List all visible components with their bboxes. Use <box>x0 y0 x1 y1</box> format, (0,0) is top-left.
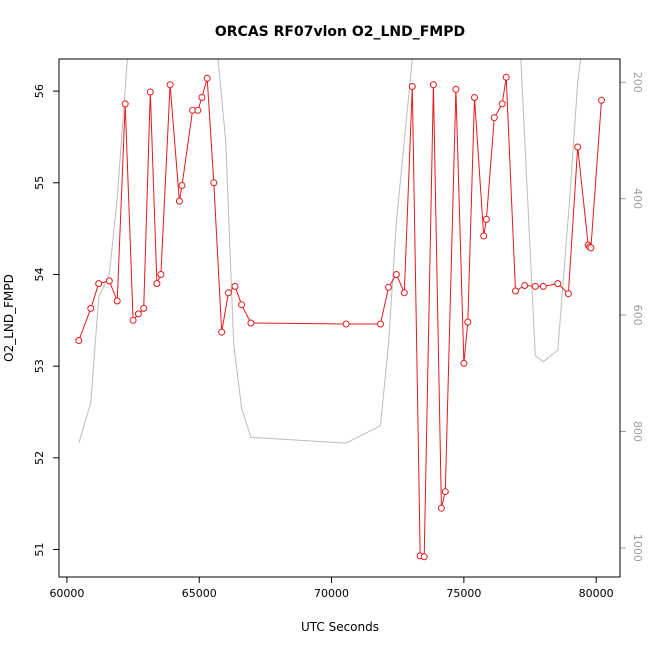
plot-frame <box>58 58 621 578</box>
data-point <box>554 280 562 288</box>
data-point <box>502 73 510 81</box>
y-tick-label: 53 <box>33 359 46 373</box>
plot-area <box>75 59 605 561</box>
data-point <box>498 100 506 108</box>
data-point <box>198 94 206 101</box>
primary-series-line <box>78 77 602 558</box>
data-point <box>452 85 460 93</box>
x-axis-label: UTC Seconds <box>301 620 379 634</box>
data-point <box>342 320 350 328</box>
y-tick-label: 55 <box>33 176 46 190</box>
data-point <box>203 74 211 82</box>
chart-title: ORCAS RF07vlon O2_LND_FMPD <box>215 24 465 40</box>
primary-series-points <box>75 73 605 561</box>
data-point <box>408 83 416 90</box>
data-point <box>598 96 605 104</box>
data-point <box>224 289 232 297</box>
data-point <box>482 215 490 223</box>
y-tick-label: 52 <box>33 451 46 465</box>
data-point <box>175 197 183 205</box>
x-tick-label: 75000 <box>446 587 481 600</box>
data-point <box>392 271 400 278</box>
data-point <box>121 100 129 108</box>
y-axis: 51 52 53 54 55 56 <box>33 84 59 556</box>
data-point <box>210 179 218 187</box>
data-point <box>113 297 121 305</box>
secondary-y-axis: 200 400 600 800 1000 <box>620 72 644 562</box>
secondary-y-tick-label: 400 <box>631 188 644 209</box>
data-point <box>400 289 408 297</box>
y-axis-label: O2_LND_FMPD <box>2 274 16 362</box>
data-point <box>105 277 113 285</box>
secondary-y-tick-label: 600 <box>631 305 644 326</box>
x-tick-label: 80000 <box>579 587 614 600</box>
data-point <box>437 504 445 512</box>
data-point <box>87 304 95 312</box>
data-point <box>471 94 478 101</box>
data-point <box>218 328 226 336</box>
data-point <box>429 81 437 89</box>
data-point <box>521 282 529 289</box>
x-tick-label: 60000 <box>49 587 84 600</box>
data-point <box>153 280 161 288</box>
data-point <box>574 143 582 151</box>
data-point <box>238 301 246 309</box>
data-point <box>75 337 83 344</box>
data-point <box>95 280 103 288</box>
y-tick-label: 54 <box>33 267 46 281</box>
y-tick-label: 56 <box>33 84 46 98</box>
x-tick-label: 70000 <box>314 587 349 600</box>
data-point <box>420 553 428 561</box>
data-point <box>377 320 384 328</box>
data-point <box>178 182 186 189</box>
data-point <box>231 282 239 290</box>
data-point <box>460 359 468 367</box>
data-point <box>194 106 202 114</box>
data-point <box>464 318 472 326</box>
data-point <box>134 310 142 318</box>
secondary-series-line <box>78 59 582 444</box>
data-point <box>564 290 572 298</box>
secondary-y-tick-label: 1000 <box>631 534 644 562</box>
data-point <box>247 319 255 327</box>
data-point <box>490 114 498 122</box>
data-point <box>531 282 539 290</box>
x-axis: 60000 65000 70000 75000 80000 <box>49 577 614 600</box>
data-point <box>157 271 165 278</box>
data-point <box>146 88 154 96</box>
data-point <box>129 316 137 324</box>
secondary-y-tick-label: 800 <box>631 421 644 442</box>
x-tick-label: 65000 <box>182 587 217 600</box>
data-point <box>385 283 392 291</box>
secondary-y-tick-label: 200 <box>631 72 644 93</box>
data-point <box>441 488 449 496</box>
data-point <box>140 304 148 312</box>
data-point <box>512 287 519 295</box>
y-tick-label: 51 <box>33 542 46 556</box>
data-point <box>166 81 174 89</box>
data-point <box>480 232 488 240</box>
data-point <box>587 244 595 252</box>
data-point <box>539 282 547 290</box>
